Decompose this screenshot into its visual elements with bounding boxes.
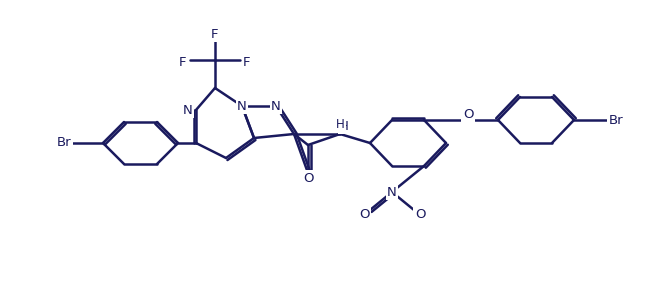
Text: O: O (359, 208, 369, 221)
Text: Br: Br (56, 136, 71, 149)
Text: O: O (302, 171, 313, 184)
Text: O: O (302, 171, 313, 184)
Text: H: H (336, 118, 345, 131)
Text: H: H (339, 119, 349, 132)
Text: F: F (212, 27, 219, 40)
Text: O: O (463, 108, 473, 121)
Text: F: F (179, 55, 187, 68)
Text: N: N (387, 186, 397, 199)
Text: Br: Br (609, 114, 623, 127)
Text: N: N (271, 99, 281, 112)
Text: O: O (415, 208, 425, 221)
Text: N: N (237, 99, 247, 112)
Text: F: F (243, 55, 251, 68)
Text: N: N (183, 103, 193, 116)
